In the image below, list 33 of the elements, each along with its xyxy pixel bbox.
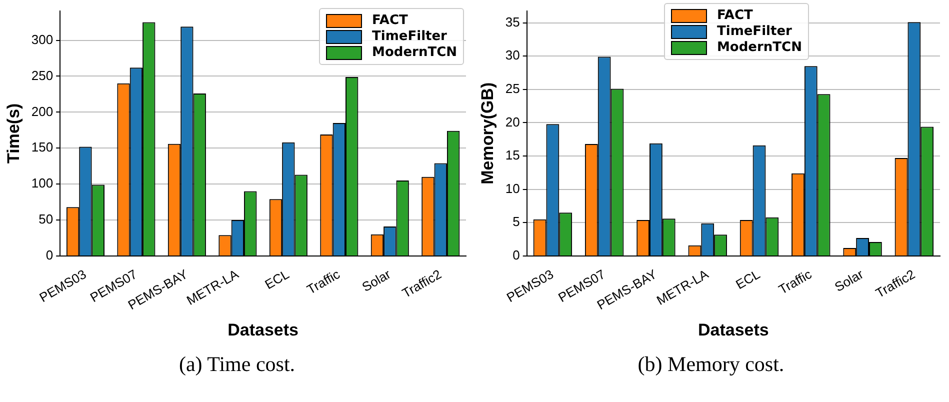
legend-label: ModernTCN: [372, 45, 457, 60]
y-tick-label: 25: [505, 80, 520, 96]
legend-label: TimeFilter: [372, 29, 447, 44]
legend-label: FACT: [717, 8, 753, 23]
y-tick-label: 200: [31, 104, 54, 119]
y-tick-label: 35: [505, 14, 520, 30]
x-tick-label: Solar: [832, 266, 866, 295]
y-tick-label: 30: [505, 48, 520, 63]
x-axis-title: Datasets: [228, 320, 298, 340]
x-tick-label: Solar: [359, 266, 394, 295]
y-tick-label: 15: [505, 148, 520, 163]
legend-label: TimeFilter: [717, 24, 792, 39]
x-tick-label: ECL: [262, 266, 292, 292]
y-tick-label: 0: [46, 248, 54, 263]
legend-label: FACT: [372, 13, 408, 28]
y-tick-label: 300: [31, 32, 54, 47]
legend-label: ModernTCN: [717, 40, 802, 55]
y-axis-title: Time(s): [4, 103, 23, 164]
x-axis-title: Datasets: [698, 320, 769, 340]
y-axis-title: Memory(GB): [478, 82, 497, 184]
y-tick-label: 50: [38, 212, 54, 227]
y-tick-label: 0: [512, 248, 520, 263]
y-tick-label: 150: [31, 140, 54, 155]
y-tick-label: 10: [505, 180, 520, 196]
text: (a) Time cost.: [178, 352, 296, 377]
x-tick-label: Traffic: [304, 266, 343, 298]
text: (b) Memory cost.: [636, 352, 786, 377]
y-tick-label: 250: [31, 68, 54, 83]
y-tick-label: 20: [505, 114, 520, 130]
x-tick-label: ECL: [733, 266, 763, 292]
x-tick-label: Traffic: [776, 266, 815, 298]
y-tick-label: 5: [512, 214, 520, 230]
y-tick-label: 100: [31, 176, 54, 191]
